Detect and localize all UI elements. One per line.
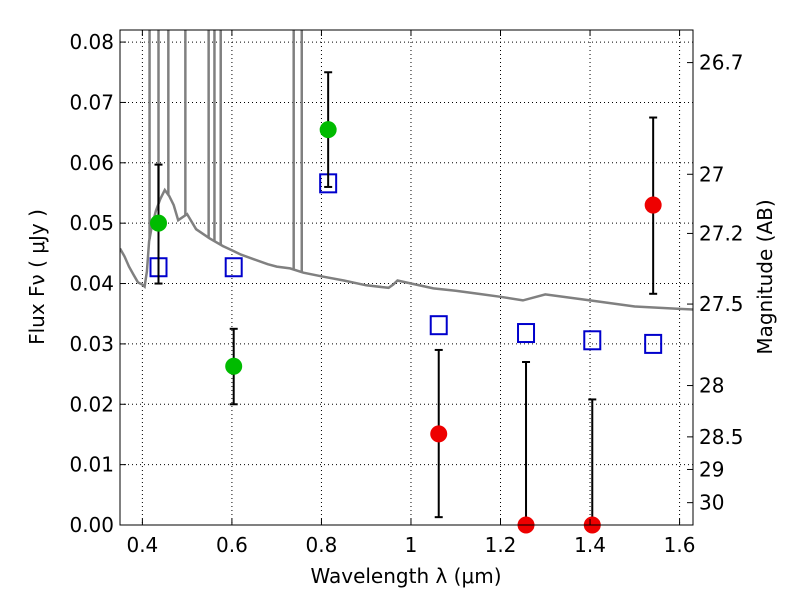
- y-axis-title: Flux Fν ( μJy ): [25, 209, 49, 345]
- axes: 0.4 0.6 0.8 1 1.2 1.4 1.6 0.00 0.01 0.02 0.03 0.04 0…: [69, 30, 744, 557]
- y-tick-label: 0.02: [69, 392, 114, 416]
- plot-frame: [119, 29, 694, 526]
- x-tick-label: 0.6: [216, 533, 248, 557]
- x-tick-label: 1: [405, 533, 418, 557]
- y2-axis-title: Magnitude (AB): [753, 199, 777, 354]
- y-tick-label: 0.01: [69, 453, 114, 477]
- x-tick-label: 0.8: [306, 533, 338, 557]
- y2-tick-label: 27.5: [699, 292, 744, 316]
- detected-point: [225, 357, 243, 375]
- grid: [120, 30, 693, 526]
- detected-point: [319, 121, 337, 139]
- detected-point: [149, 214, 167, 232]
- y-tick-label: 0.03: [69, 332, 114, 356]
- y-tick-label: 0.05: [69, 211, 114, 235]
- model-photometry-square: [583, 330, 602, 351]
- model-photometry-square: [429, 315, 448, 336]
- model-photometry-square: [224, 257, 243, 278]
- y2-tick-label: 30: [699, 491, 724, 515]
- x-tick-label: 1.6: [664, 533, 696, 557]
- y-tick-label: 0.08: [69, 30, 114, 54]
- y2-tick-label: 27: [699, 162, 724, 186]
- y-tick-label: 0.06: [69, 151, 114, 175]
- x-tick-label: 1.2: [485, 533, 517, 557]
- y-tick-label: 0.04: [69, 272, 114, 296]
- low_significance-point: [644, 196, 662, 214]
- x-tick-label: 1.4: [574, 533, 606, 557]
- x-tick-label: 0.4: [126, 533, 158, 557]
- y2-tick-label: 29: [699, 457, 724, 481]
- low_significance-point: [430, 425, 448, 443]
- y2-tick-label: 28.5: [699, 425, 744, 449]
- y-tick-label: 0.07: [69, 90, 114, 114]
- y-tick-label: 0.00: [69, 513, 114, 537]
- y2-tick-label: 27.2: [699, 221, 744, 245]
- y2-tick-label: 26.7: [699, 51, 744, 75]
- series-layer: [120, 30, 693, 311]
- y2-tick-label: 28: [699, 374, 724, 398]
- model-photometry-square: [644, 333, 663, 354]
- marker-layer: [149, 71, 663, 534]
- x-axis-title: Wavelength λ (μm): [310, 564, 501, 588]
- model-photometry-square: [517, 323, 536, 344]
- model-spectrum-line: [120, 187, 693, 311]
